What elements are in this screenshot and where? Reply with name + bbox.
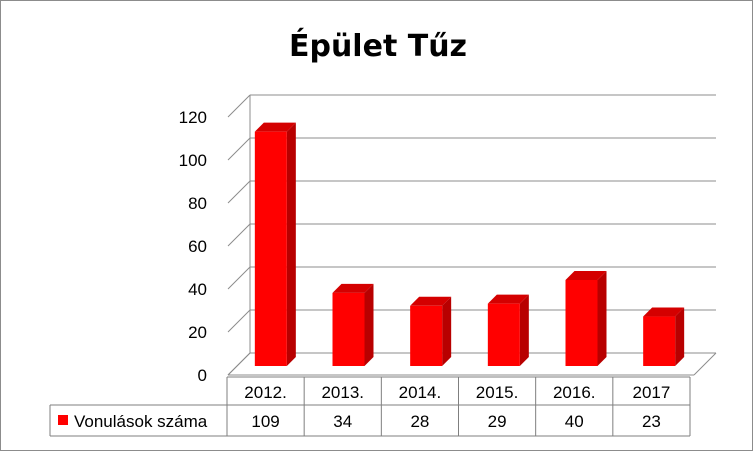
x-category-label: 2013.	[321, 383, 364, 402]
data-value-label: 28	[410, 412, 429, 431]
gridlines	[227, 94, 717, 376]
gridline-side	[227, 266, 251, 290]
x-category-label: 2015.	[476, 383, 519, 402]
data-value-label: 34	[333, 412, 352, 431]
bar-side	[675, 307, 685, 366]
gridline-side	[227, 309, 251, 333]
gridline-side	[227, 352, 251, 376]
data-value-label: 23	[642, 412, 661, 431]
data-value-label: 29	[488, 412, 507, 431]
bar	[487, 294, 529, 366]
bar	[643, 307, 685, 366]
bar-top	[487, 294, 529, 304]
gridline-side	[227, 180, 251, 204]
bar	[332, 283, 374, 366]
x-category-label: 2012.	[244, 383, 287, 402]
gridline-side	[227, 94, 251, 118]
y-tick-label: 80	[188, 194, 207, 213]
bar-front	[643, 316, 676, 366]
bar-top	[565, 271, 607, 280]
bar-top	[332, 283, 374, 293]
y-tick-label: 100	[179, 151, 207, 170]
data-value-label: 109	[251, 412, 279, 431]
bar-front	[254, 131, 287, 366]
x-category-label: 2014.	[399, 383, 442, 402]
legend-key	[58, 415, 68, 425]
data-value-label: 40	[565, 412, 584, 431]
bar-top	[410, 296, 452, 306]
bar	[565, 271, 607, 366]
chart-title: Épület Tűz	[289, 28, 467, 64]
bar-side	[442, 296, 452, 366]
floor-right-edge	[693, 352, 717, 376]
bar	[254, 122, 296, 367]
x-category-label: 2016.	[553, 383, 596, 402]
bar-side	[286, 122, 296, 367]
y-tick-label: 20	[188, 323, 207, 342]
y-tick-label: 120	[179, 108, 207, 127]
bar-side	[597, 271, 607, 366]
bar	[410, 296, 452, 366]
y-tick-label: 0	[198, 366, 207, 385]
y-axis-ticks: 0 20 40 60 80 100 120	[179, 108, 207, 385]
gridline-side	[227, 137, 251, 161]
bar-front	[565, 280, 598, 366]
y-tick-label: 60	[188, 237, 207, 256]
gridline-side	[227, 223, 251, 247]
bars	[254, 122, 685, 367]
bar-top	[643, 307, 685, 317]
bar-front	[332, 292, 365, 366]
x-category-label: 2017	[633, 383, 671, 402]
bar-side	[364, 283, 374, 366]
bar-top	[254, 122, 296, 132]
bar-side	[519, 294, 529, 366]
bar-front	[487, 303, 520, 366]
bar-front	[410, 305, 443, 366]
legend-label: Vonulások száma	[74, 412, 208, 431]
data-table: 2012. 2013. 2014. 2015. 2016. 2017 109 34 28 29 40…	[49, 376, 691, 437]
y-tick-label: 40	[188, 280, 207, 299]
